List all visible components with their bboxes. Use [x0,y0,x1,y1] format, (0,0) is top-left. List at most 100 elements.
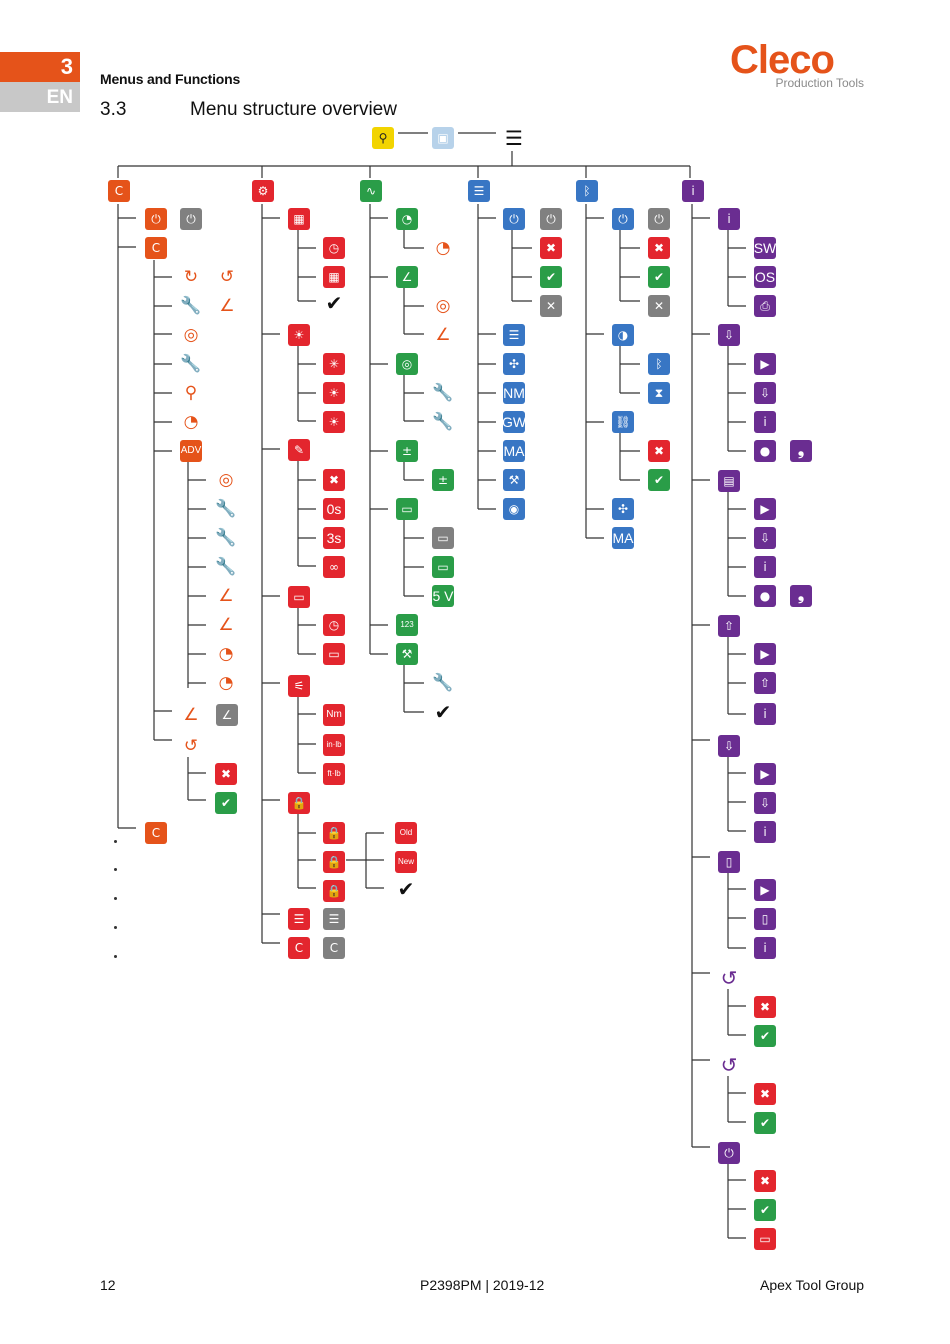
lock-icon: 🔒 [288,792,310,814]
bluetooth-icon: ᛒ [576,180,598,202]
info-icon: i [718,208,740,230]
play-icon: ▶ [754,498,776,520]
power-icon: ⏻ [718,1142,740,1164]
check-icon: ✔ [648,469,670,491]
continuation-dot [114,840,117,843]
bi-angle-icon: ∠ [216,704,238,726]
adv-icon: ADV [180,440,202,462]
language-code: EN [46,87,73,108]
print-icon: ⎙ [754,295,776,317]
pulse-icon: ∿ [360,180,382,202]
chapter-tab: 3 [0,52,80,82]
new-code-icon: New [395,851,417,873]
network-icon: ✣ [612,498,634,520]
gauge-icon: ◔ [180,411,202,433]
angle-icon: ∠ [216,295,238,317]
wrench-torque-icon: 🔧 [215,498,237,520]
hourglass-icon: ⧗ [648,382,670,404]
check-icon: ✔ [323,292,345,314]
lock-2-icon: 🔒 [323,851,345,873]
continuation-dot [114,868,117,871]
continuation-dot [114,955,117,958]
footer-document-ref: P2398PM | 2019-12 [420,1277,545,1293]
play-icon: ▶ [754,643,776,665]
unit-inlb-icon: in·lb [323,734,345,756]
tool-icon: ⚒ [396,643,418,665]
globe-icon: ◉ [503,498,525,520]
check-icon: ✔ [540,266,562,288]
tolerance-icon: ± [432,469,454,491]
old-code-icon: Old [395,822,417,844]
infinity-icon: ∞ [323,556,345,578]
continuation-dot [114,897,117,900]
rotate-left-icon: ↺ [216,266,238,288]
battery-icon: ▭ [288,586,310,608]
power-icon: ⏻ [503,208,525,230]
play-icon: ▶ [754,353,776,375]
controller-icon: ▣ [432,127,454,149]
c-logo-icon: C [323,937,345,959]
sun-icon: ✳ [323,353,345,375]
info-icon: i [754,821,776,843]
tool-icon: ⚒ [503,469,525,491]
c2-program-icon: C [145,822,167,844]
no-connection-icon: ✕ [648,295,670,317]
angle-icon: ∠ [215,614,237,636]
sun-icon: ☀ [323,411,345,433]
brightness-icon: ☀ [288,324,310,346]
lock-3-icon: 🔒 [323,880,345,902]
unit-icon: ⚟ [288,675,310,697]
torque-limit-icon: 🔧 [180,353,202,375]
torque-limit-icon: 🔧 [432,411,454,433]
wifi-icon: ☰ [468,180,490,202]
list-icon: ☰ [323,908,345,930]
download-icon: ⇩ [754,382,776,404]
c-logo-icon: C [108,180,130,202]
chapter-number: 3 [60,54,73,79]
upload-icon: ⇧ [754,672,776,694]
x-icon: ✖ [215,763,237,785]
power-icon: ⏻ [612,208,634,230]
unit-ftlb-icon: ft·lb [323,763,345,785]
clock-icon: ◷ [323,237,345,259]
info-icon: i [754,556,776,578]
footer-page-number: 12 [100,1277,116,1293]
section-title: Menu structure overview [190,99,397,120]
angle-icon: ∠ [215,585,237,607]
voltage-icon: 5 V [432,585,454,607]
record-icon: ● [754,585,776,607]
wrench-torque-icon: 🔧 [432,672,454,694]
device-icon: ▯ [754,908,776,930]
x-icon: ✖ [648,237,670,259]
reset-icon: ↺ [180,735,202,757]
check-icon: ✔ [648,266,670,288]
bluetooth-icon: ᛒ [648,353,670,375]
comma-icon: ❟ [790,585,812,607]
info-icon: i [754,937,776,959]
unit-nm-icon: Nm [323,704,345,726]
battery-icon: ▭ [396,498,418,520]
gear-icon: ⚙ [252,180,274,202]
grid-icon: ▦ [323,266,345,288]
chart-icon: ▤ [718,470,740,492]
check-icon: ✔ [395,878,417,900]
screw-count-icon: ⚲ [180,382,202,404]
torch-icon: ✎ [288,439,310,461]
x-icon: ✖ [754,1083,776,1105]
play-icon: ▶ [754,879,776,901]
gw-icon: GW [503,411,525,433]
target-icon: ◎ [180,324,202,346]
torque-limit-icon: 🔧 [215,556,237,578]
network-icon: ✣ [503,353,525,375]
x-icon: ✖ [648,440,670,462]
import-icon: ⇩ [754,792,776,814]
check-icon: ✔ [754,1199,776,1221]
cycle-icon: ◎ [396,353,418,375]
power-icon: ⏻ [145,208,167,230]
x-icon: ✖ [540,237,562,259]
target-icon: ◎ [215,469,237,491]
c-logo-icon: C [288,937,310,959]
footer-company: Apex Tool Group [760,1277,865,1293]
angle-icon: ∠ [432,324,454,346]
